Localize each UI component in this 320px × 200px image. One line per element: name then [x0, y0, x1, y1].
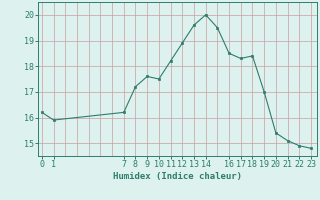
X-axis label: Humidex (Indice chaleur): Humidex (Indice chaleur) — [113, 172, 242, 181]
